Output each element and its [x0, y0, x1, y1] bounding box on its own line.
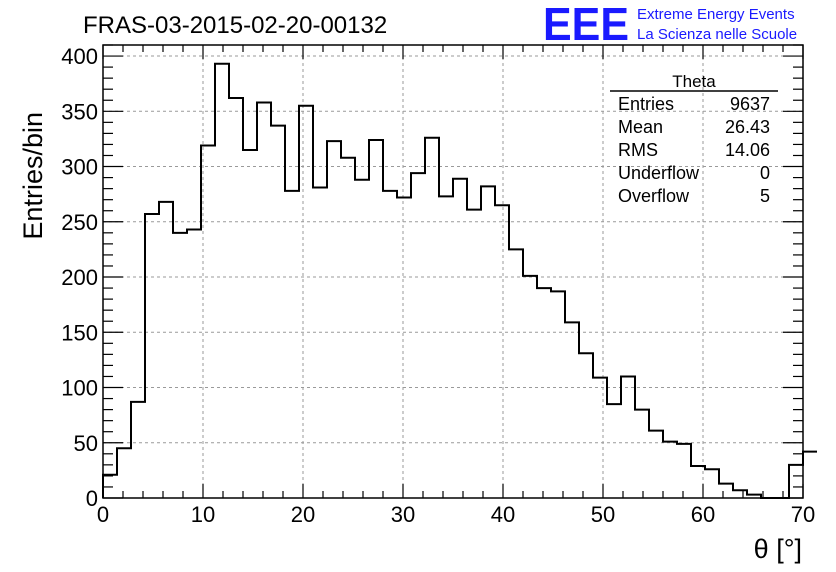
stats-label: Underflow — [618, 163, 700, 183]
stats-value: 5 — [760, 186, 770, 206]
y-tick-label: 350 — [61, 99, 98, 124]
stats-box-title: Theta — [672, 72, 716, 91]
chart-title: FRAS-03-2015-02-20-00132 — [83, 12, 387, 39]
x-tick-label: 30 — [391, 502, 415, 527]
brand-line-1: Extreme Energy Events — [637, 6, 795, 23]
y-tick-label: 400 — [61, 44, 98, 69]
stats-value: 14.06 — [725, 140, 770, 160]
x-tick-label: 20 — [291, 502, 315, 527]
stats-value: 9637 — [730, 94, 770, 114]
stats-label: Overflow — [618, 186, 690, 206]
y-tick-label: 250 — [61, 210, 98, 235]
stats-label: RMS — [618, 140, 658, 160]
stats-value: 0 — [760, 163, 770, 183]
x-tick-label: 0 — [97, 502, 109, 527]
y-tick-label: 50 — [74, 431, 98, 456]
y-tick-label: 300 — [61, 155, 98, 180]
stats-box: Theta Entries 9637 Mean 26.43 RMS 14.06 Underf… — [610, 72, 778, 206]
x-tick-label: 60 — [691, 502, 715, 527]
y-tick-label: 200 — [61, 265, 98, 290]
stats-label: Mean — [618, 117, 663, 137]
x-tick-label: 10 — [191, 502, 215, 527]
stats-value: 26.43 — [725, 117, 770, 137]
brand-line-2: La Scienza nelle Scuole — [637, 26, 797, 43]
grid — [103, 45, 803, 498]
x-axis-label: θ [°] — [754, 534, 802, 564]
y-axis-label: Entries/bin — [18, 112, 48, 240]
eee-logo: EEE — [543, 0, 629, 50]
y-tick-label: 150 — [61, 320, 98, 345]
stats-label: Entries — [618, 94, 674, 114]
x-tick-label: 70 — [791, 502, 815, 527]
y-tick-label: 0 — [86, 486, 98, 511]
axis-ticks — [102, 44, 804, 499]
y-tick-label: 100 — [61, 376, 98, 401]
x-tick-label: 50 — [591, 502, 615, 527]
stats-rows: Entries 9637 Mean 26.43 RMS 14.06 Underflow 0 Ov… — [618, 94, 770, 206]
plot-frame — [102, 44, 804, 499]
histogram-line — [102, 62, 817, 499]
x-tick-label: 40 — [491, 502, 515, 527]
